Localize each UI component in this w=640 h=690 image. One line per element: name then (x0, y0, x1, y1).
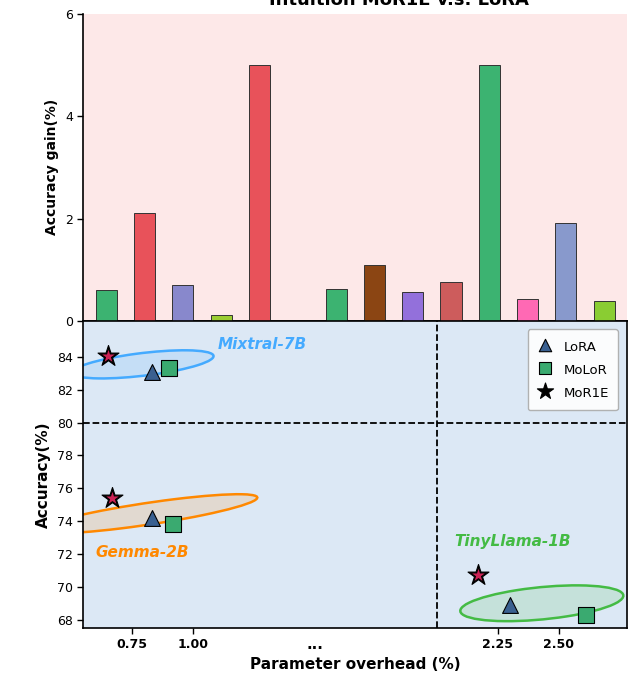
Title: Intuition MoR1E v.s. LoRA: Intuition MoR1E v.s. LoRA (269, 0, 529, 10)
Bar (517, 299, 538, 321)
Point (473, 570, 483, 581)
Point (473, 570, 483, 581)
Bar (211, 315, 232, 321)
Bar (402, 292, 423, 321)
Bar (594, 302, 615, 321)
Point (108, 493, 118, 504)
Ellipse shape (72, 351, 214, 378)
Bar (95, 290, 116, 321)
Text: Mixtral-7B: Mixtral-7B (218, 337, 307, 352)
Point (108, 493, 118, 504)
Point (163, 363, 173, 374)
Ellipse shape (38, 494, 257, 533)
Text: TinyLlama-1B: TinyLlama-1B (454, 534, 570, 549)
Point (147, 513, 157, 524)
Y-axis label: Accuracy(%): Accuracy(%) (36, 421, 51, 528)
Point (580, 609, 591, 620)
Text: ···: ··· (307, 641, 323, 656)
Bar (249, 65, 270, 321)
Point (102, 351, 113, 362)
Bar (364, 264, 385, 321)
Point (147, 366, 157, 377)
Legend: LoRA, MoLoR, MoR1E: LoRA, MoLoR, MoR1E (527, 329, 618, 411)
Bar (440, 282, 461, 321)
Bar (172, 285, 193, 321)
Point (505, 600, 515, 611)
Text: Gemma-2B: Gemma-2B (95, 545, 189, 560)
Point (102, 351, 113, 362)
Ellipse shape (460, 585, 623, 621)
Bar (556, 223, 577, 321)
Bar (479, 65, 500, 321)
X-axis label: Parameter overhead (%): Parameter overhead (%) (250, 657, 461, 672)
Bar (134, 213, 155, 321)
Bar (326, 289, 347, 321)
Point (168, 519, 179, 530)
Y-axis label: Accuracy gain(%): Accuracy gain(%) (45, 99, 60, 235)
